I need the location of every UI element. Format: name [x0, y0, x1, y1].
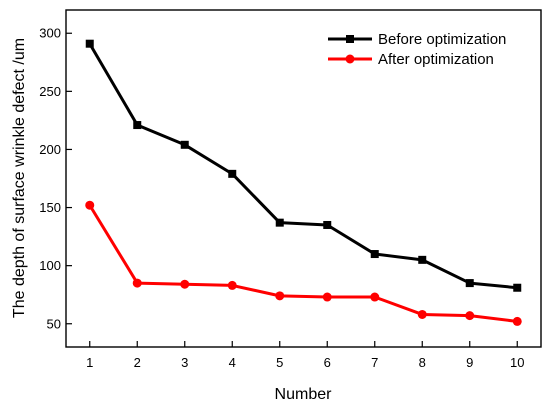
legend-label: Before optimization [378, 31, 506, 48]
data-point-circle [512, 316, 522, 326]
y-tick-label: 200 [39, 142, 61, 157]
x-tick-label: 9 [466, 355, 473, 370]
x-tick-label: 7 [371, 355, 378, 370]
legend-label: After optimization [378, 51, 494, 68]
data-point-square [370, 250, 379, 259]
plot-frame [65, 9, 542, 348]
x-tick-label: 4 [229, 355, 236, 370]
x-axis: 1 2 3 4 5 6 7 8 9 10 [86, 341, 524, 370]
x-tick-label: 3 [181, 355, 188, 370]
y-axis: 50 100 150 200 250 300 [39, 26, 72, 331]
data-point-circle [322, 292, 332, 302]
x-tick-label: 5 [276, 355, 283, 370]
legend-marker-circle [345, 54, 355, 64]
legend-marker-square [346, 35, 354, 43]
series-line-0 [88, 42, 518, 290]
data-point-circle [465, 311, 475, 321]
x-tick-label: 1 [86, 355, 93, 370]
data-point-square [465, 279, 474, 288]
data-point-square [275, 218, 284, 227]
data-point-circle [85, 200, 95, 210]
y-tick-label: 300 [39, 26, 61, 41]
data-point-square [418, 255, 427, 264]
y-tick-label: 50 [47, 316, 61, 331]
x-tick-label: 2 [134, 355, 141, 370]
x-tick-label: 10 [510, 355, 524, 370]
x-tick-label: 6 [324, 355, 331, 370]
data-point-square [323, 220, 332, 229]
series-lines [88, 42, 518, 323]
y-tick-label: 100 [39, 258, 61, 273]
y-axis-title: The depth of surface wrinkle defect /um [11, 38, 28, 318]
y-tick-label: 250 [39, 84, 61, 99]
data-point-circle [370, 292, 380, 302]
data-point-circle [417, 309, 427, 319]
data-point-circle [275, 291, 285, 301]
data-point-square [228, 169, 237, 178]
x-axis-title: Number [275, 386, 333, 403]
series-markers [85, 39, 522, 326]
data-point-circle [132, 278, 142, 288]
data-point-circle [227, 280, 237, 290]
data-point-square [513, 283, 522, 292]
legend: Before optimization After optimization [328, 31, 506, 68]
data-point-square [85, 39, 94, 48]
series-line-1 [88, 204, 518, 323]
x-tick-label: 8 [419, 355, 426, 370]
data-point-square [180, 140, 189, 149]
data-point-square [133, 121, 142, 130]
data-point-circle [180, 279, 190, 289]
y-tick-label: 150 [39, 200, 61, 215]
